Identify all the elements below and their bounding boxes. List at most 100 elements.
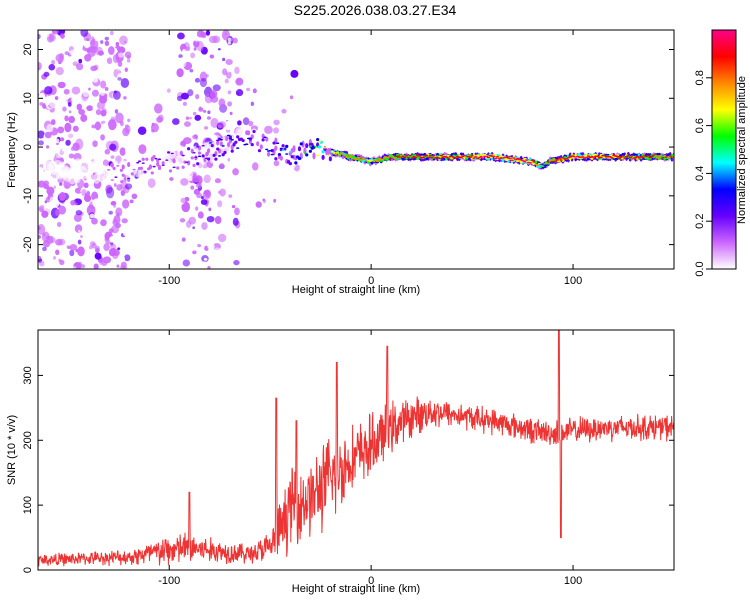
ridge-mark [152,165,156,168]
ridge-mark [210,143,214,148]
ridge-mark [261,138,265,142]
noise-speck [180,80,184,85]
ridge-mark [532,161,536,163]
ridge-mark [599,156,603,159]
isolated-blob [290,69,299,78]
ridge-mark [257,149,262,153]
ridge-mark [332,151,336,154]
ridge-mark [167,151,171,154]
ridge-mark [555,159,560,161]
ridge-mark [479,155,483,158]
ridge-haze [608,145,617,155]
noise-speck [156,116,163,123]
noise-speck [96,62,100,66]
noise-speck [81,188,87,197]
ridge-mark [477,157,481,159]
noise-speck [231,204,236,209]
noise-speck [219,188,226,197]
noise-speck [53,185,57,189]
noise-speck [115,112,124,124]
noise-speck [196,41,204,52]
ridge-mark [559,159,563,161]
noise-speck [80,235,83,238]
noise-speck [124,67,128,72]
ridge-mark [299,142,303,146]
noise-speck [200,199,208,205]
noise-speck [176,95,183,102]
colorbar-tick-label: 0.4 [694,166,706,181]
noise-speck [223,198,230,205]
noise-speck [219,163,225,170]
ridge-mark [321,154,325,160]
ridge-mark [334,153,338,155]
noise-speck [57,126,65,134]
noise-speck [281,108,287,114]
ridge-mark [634,156,638,159]
ridge-mark [297,146,302,152]
noise-speck [192,175,201,183]
ridge-mark [316,137,320,142]
noise-speck [101,260,108,267]
noise-speck [38,40,45,48]
ridge-mark [116,164,120,167]
noise-speck [106,187,115,199]
ridge-mark [523,160,527,163]
ridge-mark [581,156,585,158]
noise-speck [213,247,221,254]
snr-x-ticks: -100 0 100 [158,330,582,587]
ridge-mark [394,156,398,160]
ridge-mark [410,157,414,159]
noise-speck [91,242,97,249]
colorbar-tick-label: 0.2 [694,214,706,229]
ridge-mark [495,156,500,158]
noise-speck [224,120,232,131]
ridge-mark [294,161,298,165]
noise-speck [114,109,119,114]
noise-speck [177,32,185,40]
spectrogram-y-ticks: -20 -10 0 10 20 [22,43,674,253]
noise-speck [184,121,191,127]
ridge-mark [655,157,660,159]
noise-speck [42,246,47,252]
noise-speck [54,40,58,46]
noise-speck [94,36,100,42]
noise-speck [91,89,99,97]
ridge-mark [326,154,331,157]
ridge-mark [446,157,451,159]
noise-speck [234,66,240,75]
ridge-mark [303,147,307,155]
noise-speck [100,80,107,89]
ridge-mark [279,155,283,161]
ridge-mark [386,156,391,159]
y-tick-label: 20 [22,43,34,55]
noise-speck [58,205,67,215]
noise-speck [83,194,92,202]
noise-speck [117,255,125,262]
ridge-mark [121,173,125,177]
noise-speck [107,104,112,108]
noise-speck [246,87,250,92]
noise-speck [39,260,45,267]
snr-y-label: SNR (10 * v/v) [6,415,18,485]
noise-speck [100,134,105,141]
noise-speck [55,119,59,124]
noise-speck [48,112,56,119]
noise-speck [77,239,82,245]
ridge-mark [216,139,220,142]
ridge-mark [127,162,131,168]
noise-speck [110,243,117,250]
noise-speck [68,110,72,114]
noise-speck [117,61,123,67]
noise-speck [118,239,125,247]
noise-speck [232,217,239,226]
ridge-haze [100,164,108,175]
noise-speck [199,203,207,211]
ridge-mark [139,166,143,170]
ridge-mark [216,147,220,151]
noise-speck [137,106,145,116]
noise-speck [38,130,45,139]
snr-x-label: Height of straight line (km) [292,583,420,595]
ridge-mark [654,155,658,157]
noise-speck [107,119,117,131]
ridge-mark [345,156,349,158]
